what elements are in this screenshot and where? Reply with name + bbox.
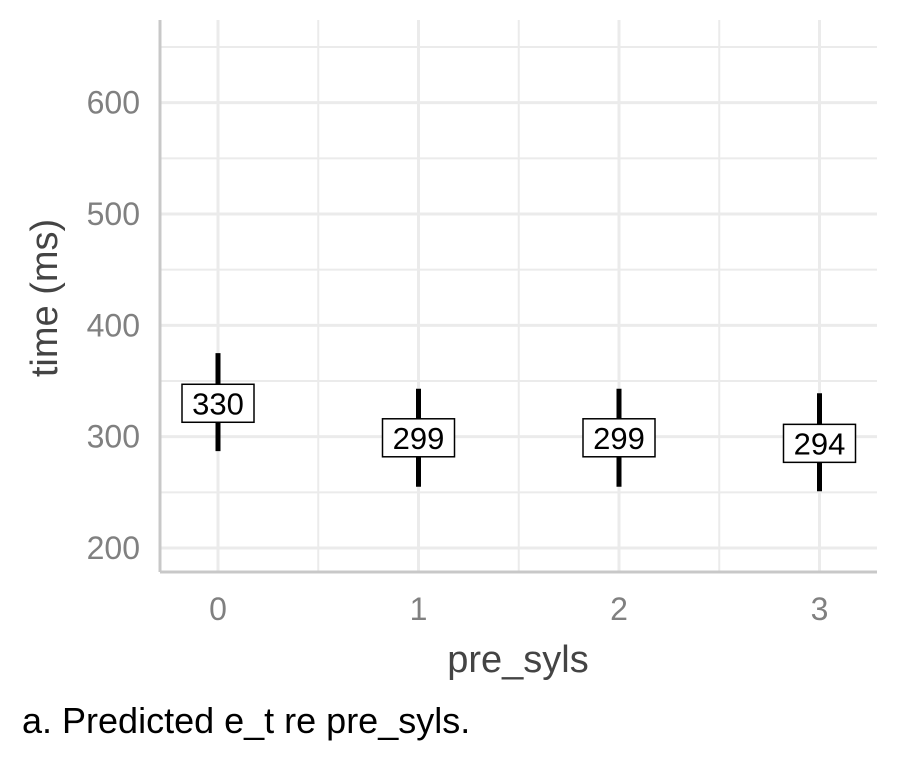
y-tick-labels: 200 300 400 500 600 [87,85,140,566]
value-label-box [582,418,656,458]
data-marks: 330 299 299 294 [181,353,857,492]
grid [160,20,877,572]
figure-caption: a. Predicted e_t re pre_syls. [22,700,471,741]
chart: 200 300 400 500 600 0 1 2 3 330 299 299 294 pre_sy… [24,20,877,681]
value-label: 294 [794,426,846,461]
axes [158,20,877,574]
y-tick-label: 400 [87,307,140,343]
x-tick-label: 0 [209,591,227,627]
y-tick-label: 500 [87,196,140,232]
value-label-box [782,423,857,464]
value-label-box [381,418,456,458]
x-tick-labels: 0 1 2 3 [209,591,828,627]
y-tick-label: 300 [87,419,140,455]
x-axis-title: pre_syls [447,639,589,681]
x-tick-label: 2 [610,591,628,627]
x-tick-label: 3 [811,591,829,627]
y-axis-title: time (ms) [24,219,66,377]
value-label: 299 [593,421,645,456]
y-tick-label: 200 [87,530,140,566]
value-label: 299 [393,421,445,456]
y-tick-label: 600 [87,85,140,121]
value-label-box [181,383,255,424]
x-tick-label: 1 [410,591,428,627]
value-label: 330 [192,386,244,421]
